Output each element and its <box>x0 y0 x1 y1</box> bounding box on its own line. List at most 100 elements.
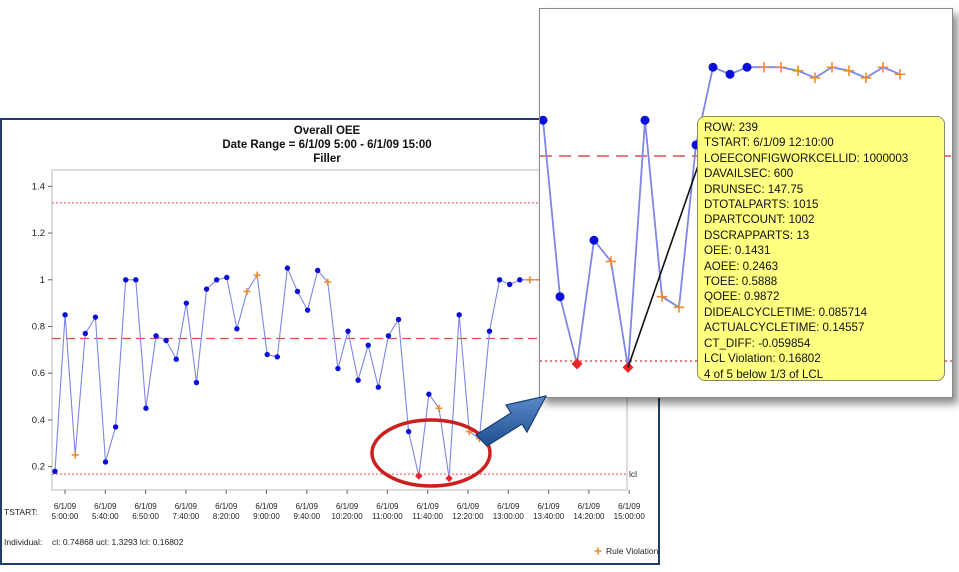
data-point <box>213 277 220 283</box>
zoom-data-point <box>742 62 752 72</box>
x-tick-date: 6/1/09 <box>497 502 520 511</box>
zoom-data-point <box>589 235 599 245</box>
zoom-data-point <box>571 358 583 370</box>
data-point <box>92 314 99 320</box>
zoom-data-point <box>555 292 565 302</box>
x-tick-time: 5:00:00 <box>52 512 79 521</box>
data-point <box>203 286 210 292</box>
data-point <box>526 276 534 284</box>
y-tick-label: 0.4 <box>32 415 45 426</box>
lcl-label: lcl <box>629 469 637 479</box>
data-point <box>496 277 503 283</box>
data-point <box>163 337 169 344</box>
zoom-data-point <box>792 65 804 77</box>
stats-values: cl: 0.74868 ucl: 1.3293 lcl: 0.16802 <box>52 537 184 547</box>
chart-title: Overall OEE <box>294 125 361 137</box>
tooltip-line: ROW: 239 <box>704 121 758 134</box>
x-tick-date: 6/1/09 <box>296 502 319 511</box>
y-axis: 0.2 0.4 0.6 0.8 1 1.2 1.4 <box>32 181 52 473</box>
data-point <box>193 379 200 386</box>
x-tick-date: 6/1/09 <box>94 502 117 511</box>
data-point <box>365 342 371 348</box>
data-point <box>133 277 139 283</box>
y-tick-label: 0.8 <box>32 321 45 332</box>
zoom-data-point <box>860 72 872 84</box>
tooltip-leader-line <box>627 136 709 368</box>
zoom-data-point <box>826 61 838 73</box>
x-tick-time: 11:40:00 <box>412 512 443 521</box>
data-point <box>173 356 179 362</box>
x-tick-date: 6/1/09 <box>537 502 560 511</box>
chart-footer: Individual: cl: 0.74868 ucl: 1.3293 lcl: … <box>4 537 658 556</box>
y-tick-label: 0.6 <box>32 368 45 379</box>
legend-label: Rule Violation <box>606 546 658 556</box>
x-tick-time: 13:40:00 <box>533 512 565 521</box>
tooltip-line: ACTUALCYCLETIME: 0.14557 <box>704 321 865 335</box>
data-point <box>274 354 280 360</box>
tooltip-line: LCL Violation: 0.16802 <box>704 352 821 366</box>
data-point <box>253 271 261 279</box>
data-point <box>385 333 392 339</box>
data-point <box>375 384 382 390</box>
data-point <box>486 328 493 334</box>
zoom-data-point <box>640 115 650 125</box>
data-point <box>234 326 240 332</box>
zoom-data-point <box>540 115 548 125</box>
data-point <box>506 281 513 288</box>
x-tick-date: 6/1/09 <box>376 502 399 511</box>
data-point <box>62 312 68 318</box>
zoom-data-point <box>656 291 668 303</box>
data-point <box>71 451 79 459</box>
x-tick-time: 6:50:00 <box>132 512 159 521</box>
x-tick-date: 6/1/09 <box>54 502 77 511</box>
zoom-data-point <box>605 256 617 267</box>
x-tick-date: 6/1/09 <box>417 502 440 511</box>
data-point <box>315 267 321 274</box>
data-point-tooltip: ROW: 239 TSTART: 6/1/09 12:10:00 LOEECONFI… <box>697 116 945 381</box>
x-tick-time: 7:40:00 <box>173 512 200 521</box>
data-point <box>82 330 89 337</box>
x-tick-time: 14:20:00 <box>573 512 605 521</box>
data-point <box>324 278 332 286</box>
x-tick-date: 6/1/09 <box>215 502 238 511</box>
data-point <box>183 300 190 306</box>
data-point <box>304 307 311 313</box>
x-tick-time: 12:20:00 <box>452 512 484 521</box>
zoom-data-point <box>843 65 855 77</box>
tooltip-line: QOEE: 0.9872 <box>704 290 780 304</box>
zoom-data-point <box>809 72 821 84</box>
data-point <box>102 459 109 465</box>
x-tick-date: 6/1/09 <box>457 502 480 511</box>
x-tick-date: 6/1/09 <box>578 502 601 511</box>
data-point <box>112 424 119 430</box>
stats-label: Individual: <box>4 537 42 547</box>
zoom-data-point <box>775 61 787 73</box>
data-point <box>355 377 361 383</box>
tooltip-line: DSCRAPPARTS: 13 <box>704 228 810 242</box>
tooltip-line: CT_DIFF: -0.059854 <box>704 336 811 350</box>
data-point <box>143 405 149 411</box>
data-point <box>264 351 270 358</box>
x-tick-time: 5:40:00 <box>92 512 119 521</box>
x-tick-time: 11:00:00 <box>372 512 403 521</box>
x-tick-time: 13:00:00 <box>493 512 525 521</box>
zoom-data-point <box>894 69 906 80</box>
zoom-data-point <box>673 302 685 313</box>
tooltip-line: DPARTCOUNT: 1002 <box>704 213 815 227</box>
data-point <box>345 328 351 334</box>
tooltip-line: 4 of 5 below 1/3 of LCL <box>704 367 824 381</box>
zoom-data-point <box>758 61 770 73</box>
x-tick-time: 10:20:00 <box>332 512 364 521</box>
x-axis-label: TSTART: <box>4 507 38 517</box>
tooltip-line: OEE: 0.1431 <box>704 244 771 258</box>
tooltip-line: LOEECONFIGWORKCELLID: 1000003 <box>704 151 909 165</box>
chart-subtitle-2: Filler <box>313 153 341 165</box>
legend-violation-marker <box>594 547 602 555</box>
x-tick-date: 6/1/09 <box>134 502 157 511</box>
y-tick-label: 1.2 <box>32 228 45 239</box>
x-tick-time: 9:40:00 <box>293 512 320 521</box>
data-point <box>52 468 58 475</box>
data-point <box>435 404 443 412</box>
x-axis: TSTART:6/1/095:00:006/1/095:40:006/1/096… <box>4 490 645 521</box>
tooltip-line: DRUNSEC: 147.75 <box>704 182 804 196</box>
